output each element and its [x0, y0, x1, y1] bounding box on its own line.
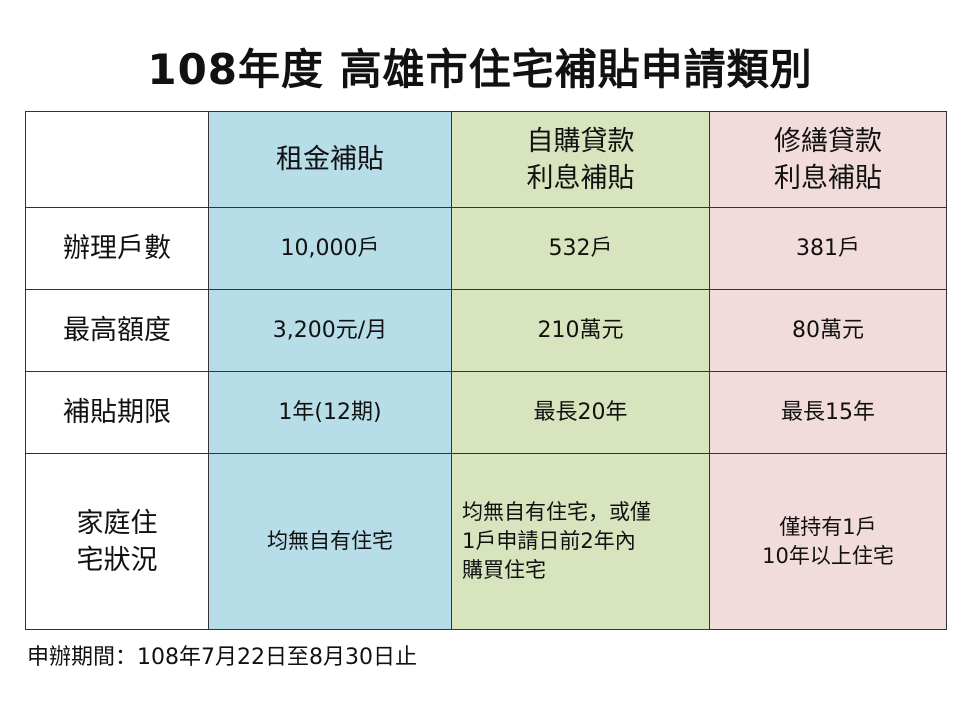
table-cell: 均無自有住宅，或僅 1戶申請日前2年內 購買住宅	[451, 453, 710, 630]
column-header-line: 修繕貸款	[774, 125, 882, 157]
table-row-max-amount: 最高額度 3,200元/月 210萬元 80萬元	[25, 289, 947, 372]
table-cell: 80萬元	[709, 289, 947, 372]
table-cell: 381戶	[709, 207, 947, 290]
column-header-purchase-loan: 自購貸款 利息補貼	[451, 111, 710, 208]
column-header-repair-loan: 修繕貸款 利息補貼	[709, 111, 947, 208]
table-row-duration: 補貼期限 1年(12期) 最長20年 最長15年	[25, 371, 947, 454]
cell-line: 購買住宅	[462, 558, 546, 582]
cell-line: 均無自有住宅，或僅	[462, 500, 651, 524]
page-title: 108年度 高雄市住宅補貼申請類別	[147, 45, 813, 94]
column-header-line: 利息補貼	[526, 162, 635, 194]
column-header-line: 租金補貼	[276, 144, 384, 175]
table-cell: 均無自有住宅	[208, 453, 452, 630]
row-header: 辦理戶數	[25, 207, 209, 290]
cell-line: 僅持有1戶	[779, 514, 877, 539]
table-row-housing-status: 家庭住 宅狀況 均無自有住宅 均無自有住宅，或僅 1戶申請日前2年內 購買住宅 …	[25, 453, 947, 630]
cell-line: 均無自有住宅	[267, 529, 393, 553]
table-cell: 210萬元	[451, 289, 710, 372]
application-period-note: 申辦期間：108年7月22日至8月30日止	[27, 645, 417, 670]
row-header: 家庭住 宅狀況	[25, 453, 209, 630]
table-cell: 10,000戶	[208, 207, 452, 290]
subsidy-table: 租金補貼 自購貸款 利息補貼 修繕貸款 利息補貼 辦理戶數 10,000戶 53…	[25, 111, 947, 630]
table-cell: 僅持有1戶 10年以上住宅	[709, 453, 947, 630]
table-cell: 最長20年	[451, 371, 710, 454]
row-header-line: 宅狀況	[76, 544, 158, 576]
table-cell: 532戶	[451, 207, 710, 290]
cell-line: 10年以上住宅	[762, 543, 894, 568]
corner-cell	[25, 111, 209, 208]
row-header: 最高額度	[25, 289, 209, 372]
row-header: 補貼期限	[25, 371, 209, 454]
column-header-line: 利息補貼	[774, 162, 882, 194]
table-cell: 最長15年	[709, 371, 947, 454]
cell-line: 1戶申請日前2年內	[462, 529, 636, 553]
column-header-rent-subsidy: 租金補貼	[208, 111, 452, 208]
table-cell: 3,200元/月	[208, 289, 452, 372]
table-cell: 1年(12期)	[208, 371, 452, 454]
table-header-row: 租金補貼 自購貸款 利息補貼 修繕貸款 利息補貼	[25, 111, 947, 208]
row-header-line: 家庭住	[76, 507, 158, 539]
table-row-households: 辦理戶數 10,000戶 532戶 381戶	[25, 207, 947, 290]
column-header-line: 自購貸款	[526, 125, 635, 157]
